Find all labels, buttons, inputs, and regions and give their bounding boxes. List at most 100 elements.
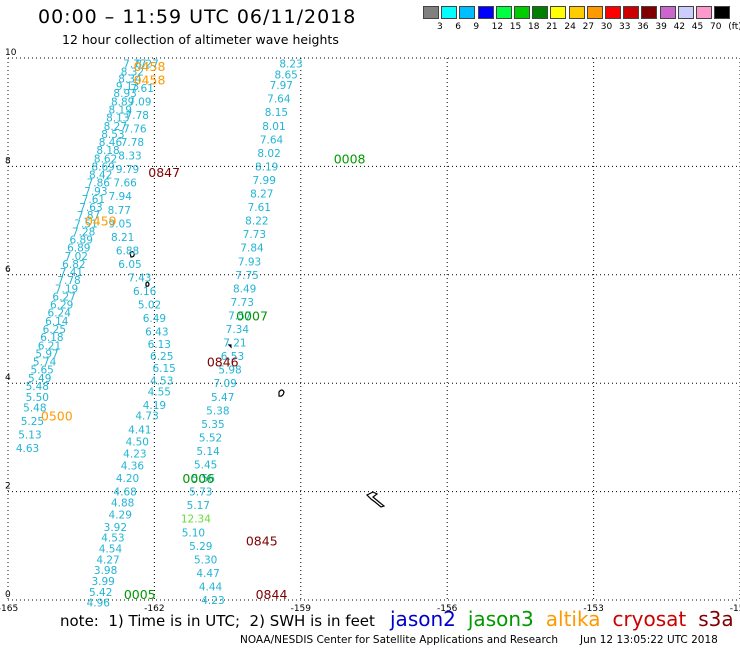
color-scale-swatch [623,6,640,19]
wave-height-value: 8.27 [104,121,127,133]
pass-time-label: 0500 [41,409,73,424]
wave-height-value: 8.89 [111,96,134,108]
satellite-legend: jason2 jason3 altika cryosat s3a [390,607,740,631]
wave-height-value: 4.53 [101,533,124,545]
wave-height-value: 7.86 [87,178,111,190]
wave-height-value: 4.23 [123,449,146,461]
color-scale-label: 6 [455,22,461,32]
wave-height-value: 8.46 [99,137,123,149]
wave-height-value: 5.65 [30,365,53,377]
wave-height-value: 8.01 [262,121,285,133]
x-tick-label: -150 [730,604,740,614]
wave-height-value: 8.69 [91,161,114,173]
color-scale-label: 24 [564,22,576,32]
wave-height-value: 4.36 [121,461,145,473]
wave-height-value: 4.44 [199,581,223,593]
wave-height-value: 6.05 [118,259,141,271]
legend-entry: cryosat [612,607,687,631]
wave-height-value: 7.21 [223,338,246,350]
wave-height-value: 6.25 [43,324,66,336]
wave-height-value: 5.73 [189,487,212,499]
wave-height-value: 5.45 [194,460,217,472]
pass-time-label: 0459 [85,214,117,229]
pass-time-label: 0847 [148,165,180,180]
wave-height-value: 6.27 [52,291,75,303]
chart-title: 00:00 – 11:59 UTC 06/11/2018 [38,6,357,28]
color-scale-swatch [532,6,549,19]
wave-height-value: 5.52 [199,432,222,444]
legend-entry: s3a [698,607,734,631]
wave-height-value: 7.84 [240,243,264,255]
pass-time-label: 0007 [236,308,268,323]
wave-height-value: 6.18 [40,332,63,344]
pass-time-label: 0006 [182,471,214,486]
chart-subtitle: 12 hour collection of altimeter wave hei… [62,32,339,47]
wave-height-value: 6.29 [50,300,73,312]
wave-height-value: 7.61 [248,202,271,214]
color-scale-label: 45 [691,22,704,32]
color-scale-swatch [423,6,439,19]
wave-height-value: 7.94 [109,191,133,203]
wave-height-value: 5.47 [211,392,234,404]
wave-height-value: 6.49 [143,313,166,325]
color-scale-swatch [641,6,658,19]
wave-height-value: 4.55 [148,386,171,398]
color-scale-swatch [495,6,512,19]
wave-height-value: 6.88 [116,245,139,257]
wave-height-value: 3.99 [91,576,114,588]
x-tick-label: -159 [291,604,312,614]
wave-height-value: 8.49 [233,283,256,295]
wave-height-value: 5.10 [182,527,205,539]
wave-height-value: 8.77 [108,205,131,217]
wave-height-value: 5.74 [33,357,57,369]
wave-height-value: 6.25 [150,351,173,363]
wave-height-value: 8.65 [274,69,297,81]
wave-height-value: 5.48 [26,381,49,393]
color-scale-swatch [441,6,458,19]
wave-height-value: 7.28 [72,226,95,238]
y-tick-label: 6 [5,265,11,275]
wave-height-value: 8.21 [111,232,134,244]
wave-height-value: 7.09 [213,378,236,390]
wave-height-value: 5.49 [28,373,51,385]
color-scale-label: 3 [437,22,443,32]
legend-entry: jason2 [390,607,456,631]
color-scale-label: 36 [637,22,649,32]
color-scale-swatch [586,6,603,19]
wave-height-value: 6.82 [62,259,85,271]
wave-height-value: 8.32 [121,67,144,79]
wave-height-value: 5.29 [189,541,212,553]
wave-height-value: 4.29 [109,509,132,521]
wave-height-value: 8.19 [255,161,278,173]
wave-height-value: 6.24 [48,308,72,320]
wave-height-value: 5.13 [18,430,41,442]
y-tick-label: 10 [5,48,17,58]
wave-height-value: 5.14 [196,446,220,458]
wave-height-value: 4.88 [111,497,134,509]
wave-height-value: 7.77 [123,58,146,70]
wave-height-value: 7.93 [84,186,107,198]
island-shape [365,491,386,508]
wave-height-value: 7.73 [231,297,254,309]
color-scale-swatch [714,6,731,19]
color-scale-label: 70 [710,22,722,32]
wave-height-value: 5.25 [21,416,44,428]
wave-height-value: 4.68 [113,487,136,499]
wave-height-value: 7.73 [243,229,266,241]
wave-height-value: 7.78 [57,275,80,287]
wave-height-value: 7.93 [238,256,261,268]
pass-time-label: 0458 [134,73,166,88]
wave-height-value: 8.93 [113,88,136,100]
color-scale-label: 12 [491,22,504,32]
wave-height-value: 8.19 [109,104,132,116]
wave-height-value: 8.33 [118,151,141,163]
wave-height-value: 4.54 [99,544,123,556]
wave-height-value: 9.05 [109,218,132,230]
color-scale-swatch [477,6,494,19]
color-scale-label: 39 [655,22,667,32]
wave-height-value: 8.53 [101,129,124,141]
wave-height-value: 7.34 [226,324,250,336]
pass-time-label: 0846 [207,355,239,370]
pass-time-label: 0005 [124,587,156,602]
